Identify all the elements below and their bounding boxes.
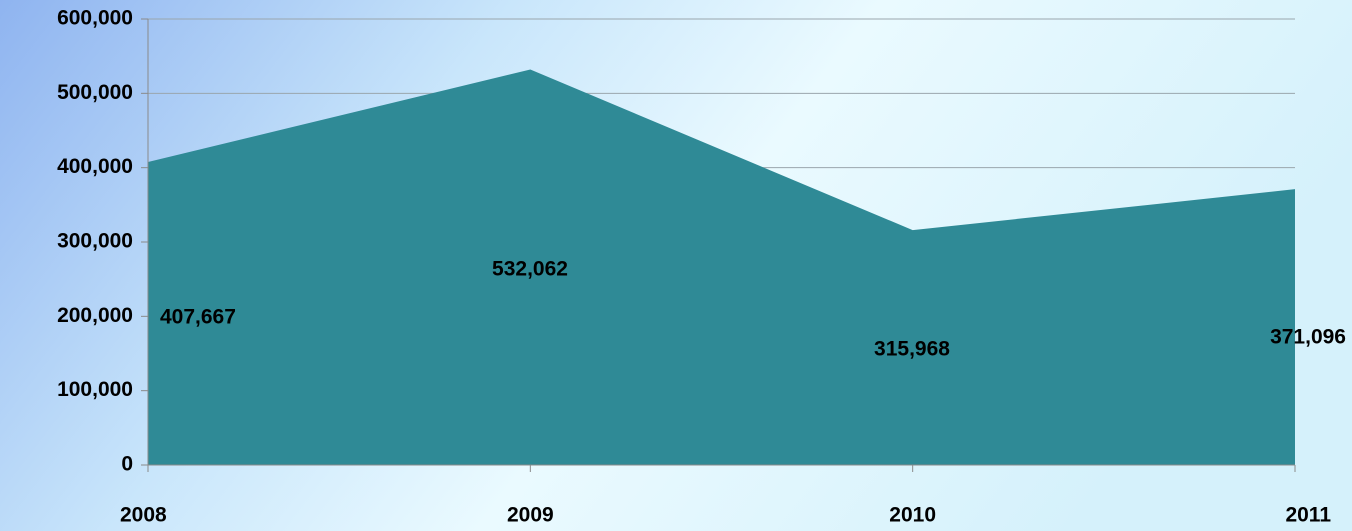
data-label: 532,062: [492, 258, 568, 281]
area: [148, 69, 1295, 465]
y-tick-label: 400,000: [57, 155, 133, 178]
y-tick-label: 200,000: [57, 304, 133, 327]
data-label: 371,096: [1270, 326, 1346, 349]
y-tick-label: 300,000: [57, 230, 133, 253]
data-label: 315,968: [874, 338, 950, 361]
y-tick-label: 600,000: [57, 7, 133, 30]
data-label: 407,667: [160, 306, 236, 329]
y-tick-label: 100,000: [57, 378, 133, 401]
x-tick-label: 2009: [507, 504, 554, 527]
y-tick-label: 500,000: [57, 81, 133, 104]
x-tick-label: 2008: [120, 504, 167, 527]
y-tick-label: 0: [121, 453, 133, 476]
x-tick-label: 2011: [1285, 504, 1331, 527]
x-tick-label: 2010: [889, 504, 936, 527]
